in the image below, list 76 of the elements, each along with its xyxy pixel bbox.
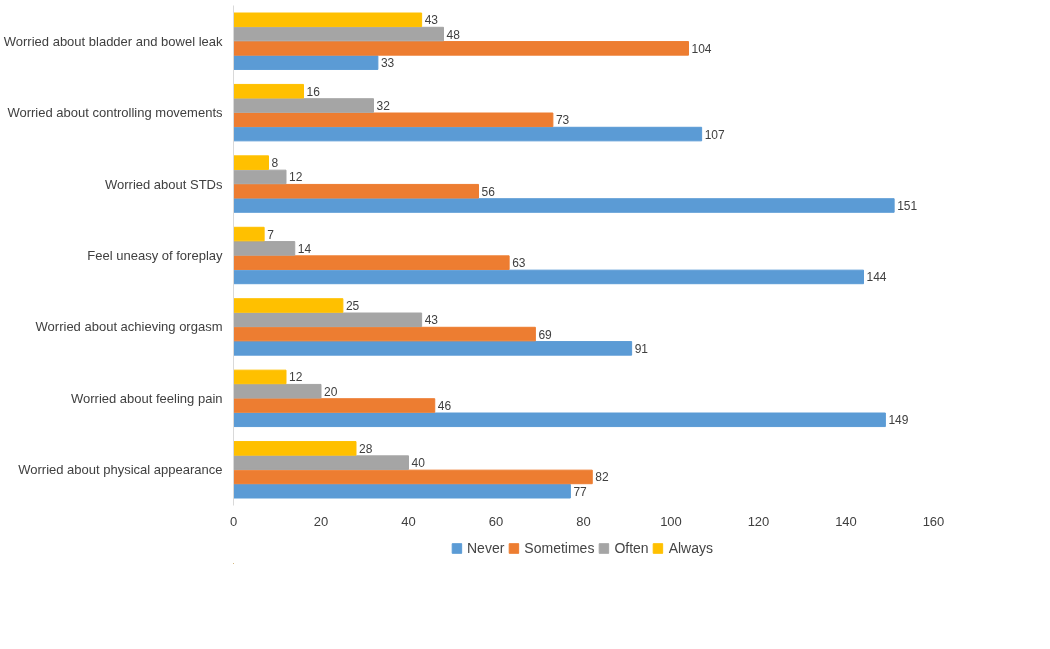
bar (233, 341, 633, 356)
data-label: 28 (359, 441, 373, 456)
bar (233, 298, 344, 313)
y-tick-label: Worried about achieving orgasm (35, 319, 223, 335)
legend-label: Always (668, 540, 713, 556)
data-label: 43 (424, 13, 439, 28)
data-label: 8 (271, 156, 279, 171)
bar (233, 469, 593, 485)
bar (233, 169, 287, 185)
bar (233, 441, 357, 456)
bar (233, 326, 536, 342)
data-label: 82 (595, 470, 609, 485)
data-label: 63 (512, 256, 526, 271)
legend-label: Often (614, 540, 649, 556)
y-tick-label: Feel uneasy of foreplay (87, 248, 223, 263)
data-label: 12 (289, 370, 303, 385)
data-label: 14 (297, 241, 312, 256)
y-tick-label: Worried about controlling movements (7, 105, 223, 121)
x-tick-label: 120 (747, 513, 770, 529)
data-label: 32 (376, 99, 391, 113)
data-label: 48 (446, 27, 461, 42)
data-label: 7 (267, 227, 275, 242)
x-tick-label: 140 (835, 513, 857, 529)
data-label: 33 (380, 56, 395, 71)
bar (233, 12, 423, 28)
y-tick-label: Worried about physical appearance (18, 462, 223, 478)
bar (233, 198, 895, 213)
bar (233, 112, 554, 128)
data-label: 77 (573, 484, 588, 499)
data-label: 69 (538, 327, 553, 342)
data-label: 149 (888, 413, 909, 428)
bar (233, 398, 436, 413)
x-tick-label: 160 (922, 513, 945, 529)
data-label: 43 (424, 313, 439, 328)
bar (233, 412, 886, 428)
bar (233, 483, 571, 499)
x-tick-label: 100 (660, 513, 682, 529)
bar (233, 241, 296, 256)
data-label: 104 (691, 41, 712, 56)
x-tick-label: 20 (313, 513, 329, 529)
data-label: 46 (437, 399, 452, 413)
data-label: 56 (481, 184, 496, 199)
legend-label: Never (467, 540, 505, 556)
data-label: 151 (897, 199, 918, 213)
bar (233, 383, 322, 399)
x-tick-label: 60 (488, 513, 504, 529)
x-tick-label: 80 (576, 513, 591, 529)
data-label: 12 (289, 170, 303, 185)
bar (233, 255, 510, 270)
bar (233, 369, 287, 385)
data-label: 40 (411, 456, 426, 471)
data-label: 20 (324, 384, 338, 399)
data-label: 73 (555, 113, 570, 128)
bar (233, 226, 265, 242)
data-label: 16 (306, 84, 321, 99)
y-tick-label: Worried about feeling pain (70, 390, 223, 406)
bar (233, 83, 304, 99)
bar (233, 26, 444, 42)
bar (233, 269, 864, 285)
bar (233, 155, 269, 170)
bar (233, 312, 423, 328)
y-tick-label: Worried about bladder and bowel leak (3, 33, 223, 49)
data-label: 144 (866, 270, 887, 285)
bar (233, 41, 689, 56)
y-tick-label: Worried about STDs (104, 176, 223, 192)
data-label: 25 (345, 299, 360, 313)
legend-label: Sometimes (524, 540, 595, 556)
bar (233, 183, 479, 199)
bar (233, 126, 703, 142)
bar (233, 55, 379, 70)
x-tick-label: 0 (229, 513, 238, 529)
bar (233, 98, 374, 113)
data-label: 107 (704, 127, 725, 142)
x-tick-label: 40 (401, 513, 416, 529)
bar (233, 455, 409, 470)
data-label: 91 (634, 341, 649, 356)
